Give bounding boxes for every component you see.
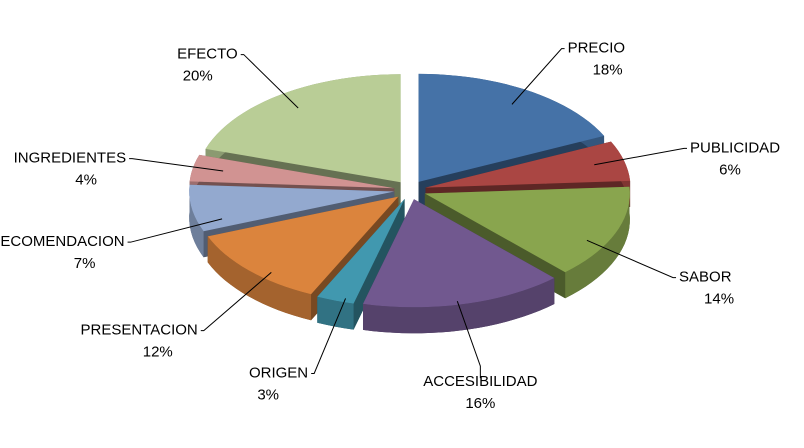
slice-value-label: 16% [465, 395, 495, 412]
leader-line [311, 298, 347, 375]
slice-value-label: 7% [74, 255, 96, 272]
leader-line [594, 147, 688, 166]
slice [317, 199, 405, 304]
slice-label: PRECIO [568, 40, 626, 57]
leader-line [200, 272, 272, 332]
leader-line [456, 301, 481, 379]
slice-side [207, 236, 312, 321]
slice [189, 154, 395, 189]
slice [418, 73, 605, 182]
slice-label: PRESENTACION [81, 322, 198, 339]
leader-line [511, 48, 565, 105]
slice-side [317, 296, 354, 330]
leader-line [129, 158, 224, 172]
slice-label: ORIGEN [249, 364, 308, 381]
leader-line [586, 239, 677, 279]
slice [362, 199, 555, 308]
slice-group [317, 199, 405, 330]
slice-value-label: 6% [719, 161, 741, 178]
slice-value-label: 4% [75, 172, 97, 189]
leader-line [240, 54, 299, 109]
slice-value-label: 20% [183, 68, 213, 85]
slice-label: INGREDIENTES [14, 150, 127, 167]
slice-side [189, 184, 204, 258]
slice [205, 74, 401, 183]
leader-line [127, 218, 223, 243]
slice-value-label: 3% [257, 386, 279, 403]
slice-value-label: 18% [593, 62, 623, 79]
slice-label: PUBLICIDAD [690, 139, 780, 156]
slice-label: RECOMENDACION [0, 233, 125, 250]
slice [207, 196, 399, 295]
slice-label: EFECTO [177, 46, 238, 63]
slice-label: SABOR [679, 269, 732, 286]
slice-value-label: 12% [143, 344, 173, 361]
slice [189, 184, 395, 232]
slice-side [565, 186, 630, 299]
slice-value-label: 14% [704, 291, 734, 308]
slice [424, 186, 630, 273]
slice [425, 141, 631, 188]
slice-label: ACCESIBILIDAD [423, 373, 537, 390]
